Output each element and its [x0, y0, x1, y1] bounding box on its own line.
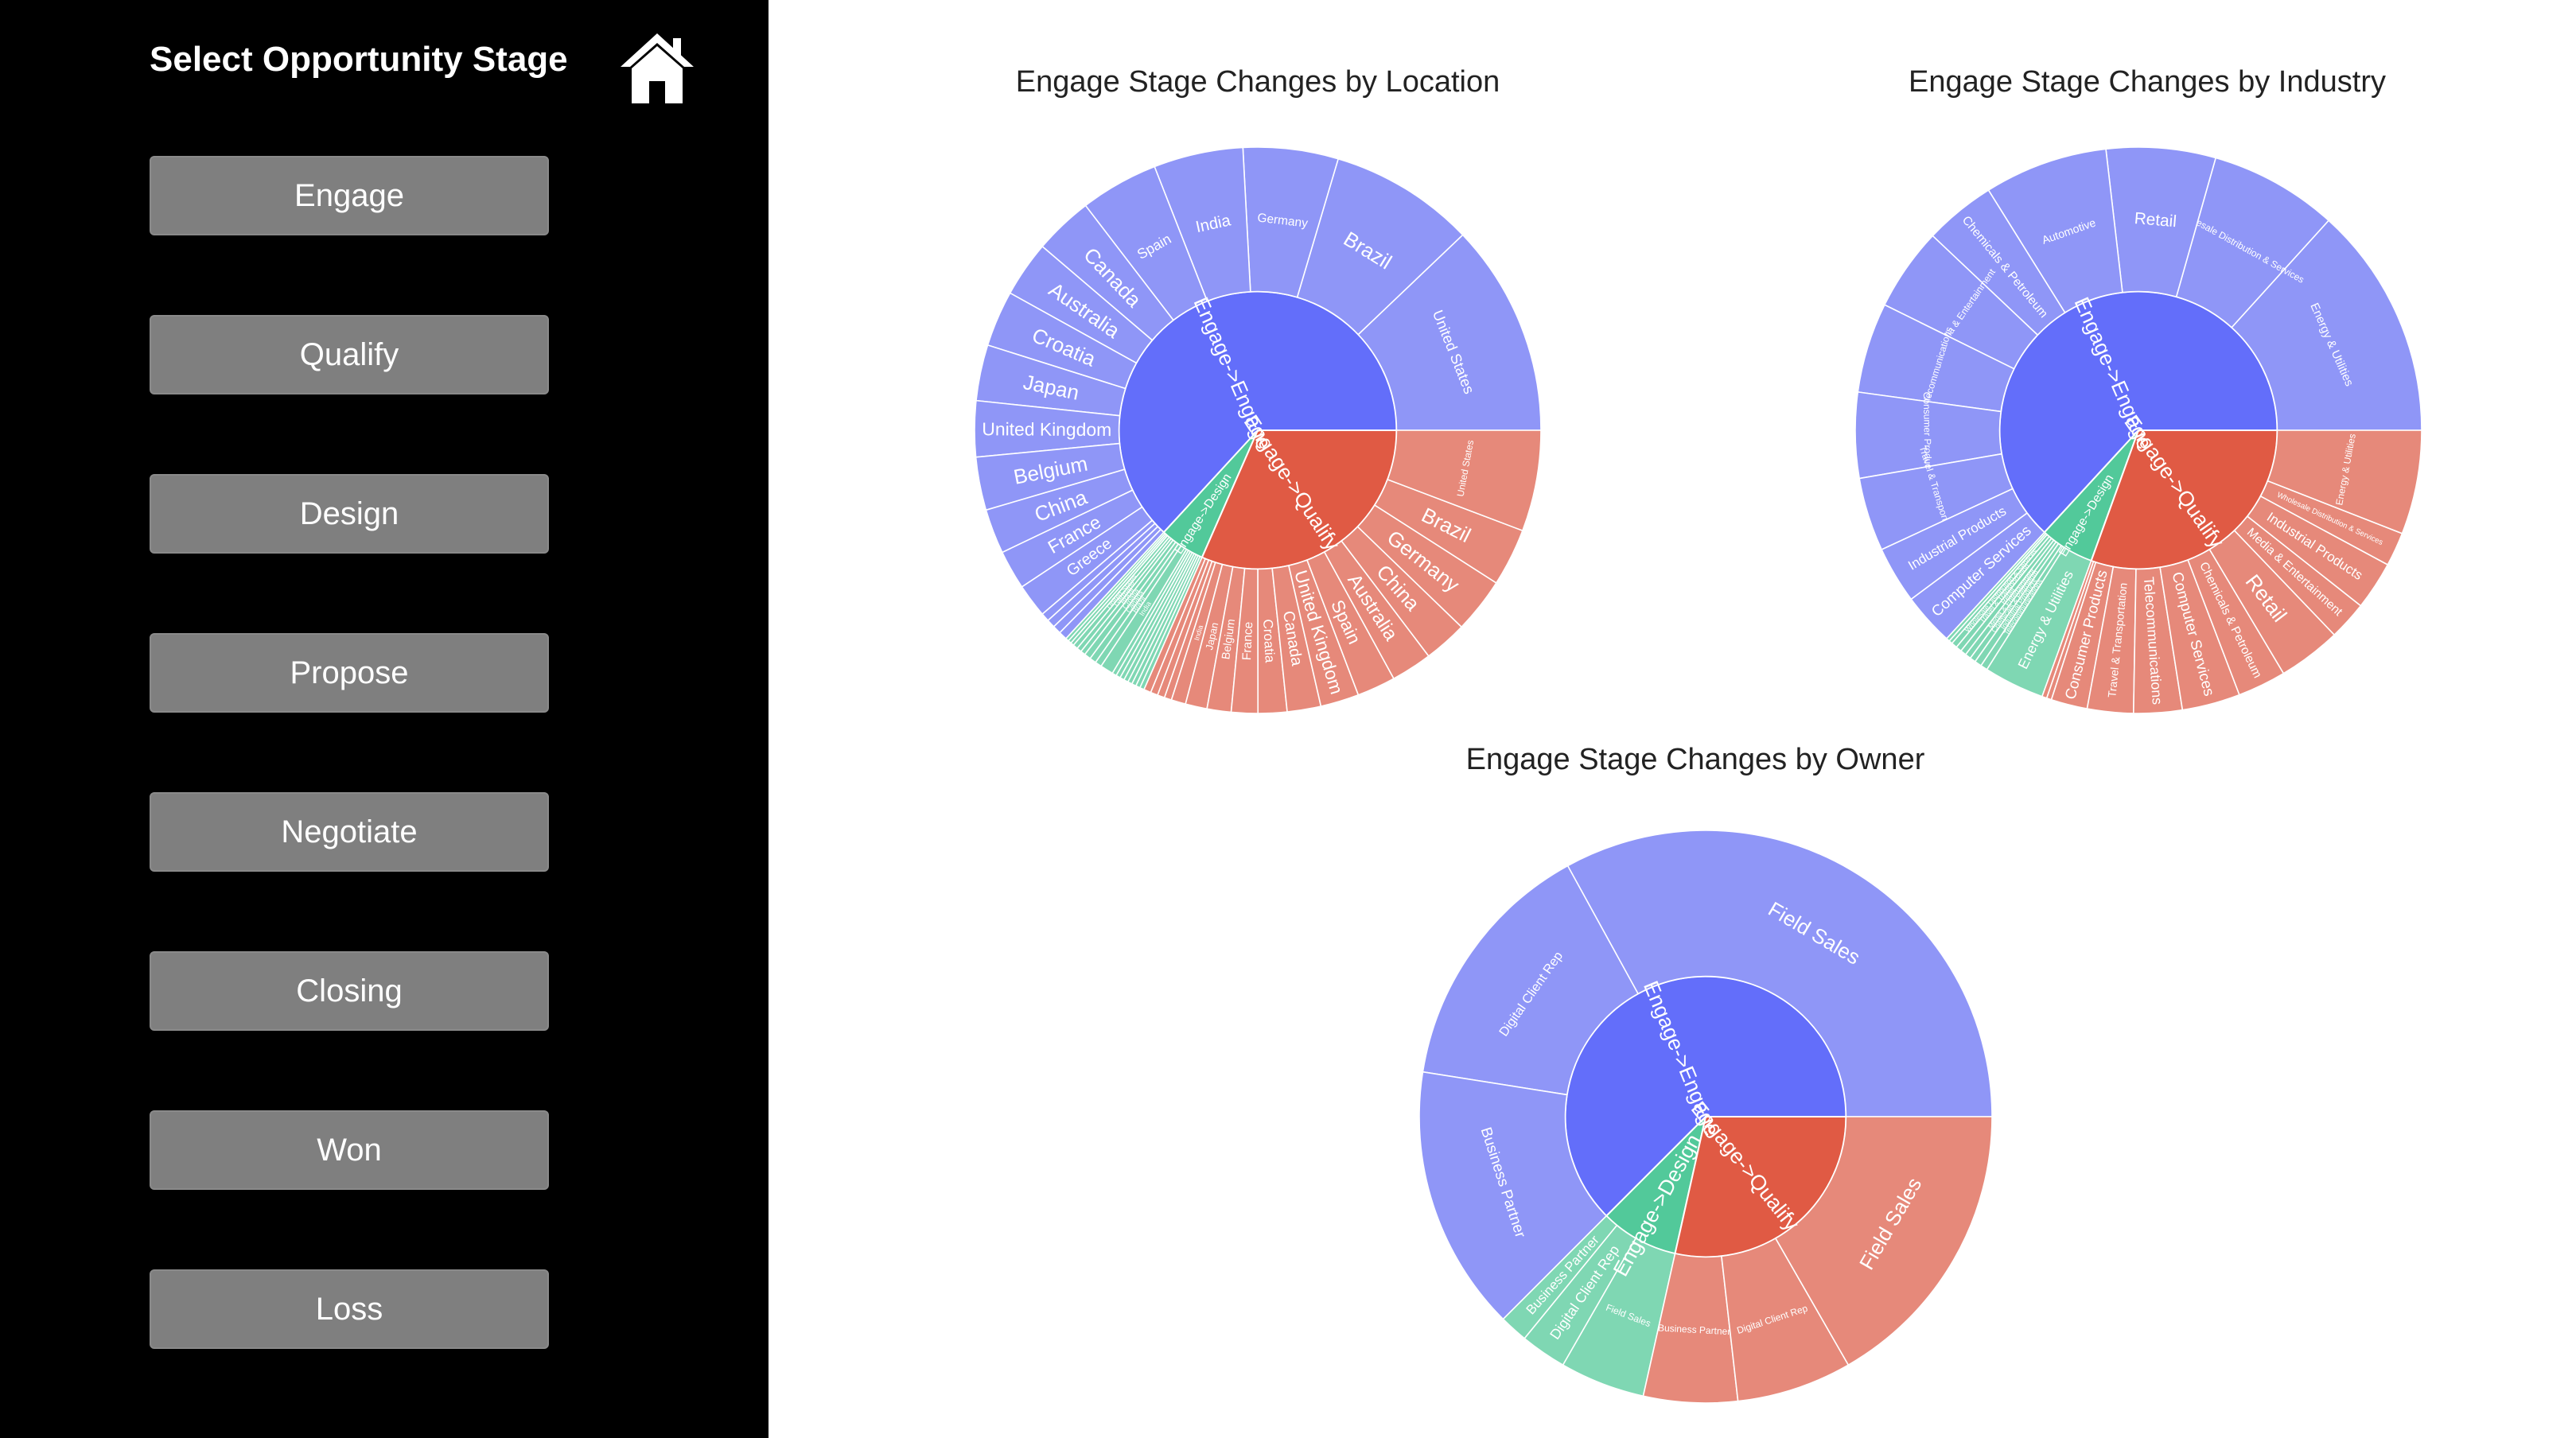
industry-outer-engage-engage-travel-transportation-8[interactable] — [1858, 453, 2014, 551]
location-outer-engage-engage-india-3[interactable] — [1154, 146, 1251, 302]
industry-outer-engage-engage-industrial-products-9[interactable] — [1881, 488, 2029, 600]
location-outer-engage-engage-croatia-7[interactable] — [986, 292, 1138, 390]
industry-label-engage-engage-consumer-products-7: Consumer Products — [1921, 392, 1934, 476]
location-outer-engage-qualify-united-kingdom-10[interactable] — [1287, 559, 1360, 707]
location-outer-engage-qualify-china-13[interactable] — [1341, 526, 1463, 658]
chart-title-industry: Engage Stage Changes by Industry — [1909, 65, 2386, 99]
location-outer-engage-qualify-brazil-15[interactable] — [1373, 478, 1523, 585]
owner-outer-engage-engage-field-sales-0[interactable] — [1566, 830, 1993, 1117]
location-outer-engage-engage-spain-4[interactable] — [1084, 165, 1208, 321]
location-outer-engage-engage-greece-13[interactable] — [1021, 506, 1154, 616]
location-outer-engage-engage-canada-5[interactable] — [1041, 204, 1175, 341]
location-label-engage-qualify-croatia-8: Croatia — [1260, 619, 1278, 663]
location-label-engage-qualify-japan-5: Japan — [1203, 621, 1220, 651]
location-outer-engage-qualify-spain-11[interactable] — [1306, 550, 1395, 696]
location-outer-engage-qualify-germany-14[interactable] — [1356, 503, 1497, 628]
location-outer-engage-engage-united-states-0[interactable] — [1357, 234, 1542, 431]
chart-area: Engage Stage Changes by Location Engage … — [769, 0, 2576, 1438]
home-icon[interactable] — [617, 29, 697, 108]
sidebar-title: Select Opportunity Stage — [150, 40, 568, 79]
owner-outer-engage-engage-digital-client-rep-1[interactable] — [1422, 865, 1640, 1096]
stage-button-closing[interactable]: Closing — [150, 951, 549, 1031]
industry-outer-engage-qualify-computer-services-5[interactable] — [2159, 558, 2240, 711]
owner-outer-engage-design-field-sales-2[interactable] — [1562, 1237, 1676, 1397]
industry-outer-engage-qualify-energy-utilities-11[interactable] — [2267, 429, 2422, 534]
location-label-engage-qualify-belgium-6: Belgium — [1220, 618, 1238, 660]
industry-outer-engage-engage-retail-2[interactable] — [2105, 146, 2217, 298]
industry-outer-engage-qualify-consumer-products-2[interactable] — [2050, 561, 2115, 710]
industry-outer-engage-engage-media-entertainment-5[interactable] — [1883, 235, 2039, 370]
location-outer-engage-engage-germany-2[interactable] — [1242, 146, 1340, 298]
stage-button-loss[interactable]: Loss — [150, 1269, 549, 1349]
sidebar: Select Opportunity Stage Engage Qualify … — [0, 0, 769, 1438]
chart-title-location: Engage Stage Changes by Location — [1015, 65, 1500, 99]
industry-label-engage-engage-retail-2: Retail — [2134, 209, 2177, 231]
chart-title-owner: Engage Stage Changes by Owner — [1465, 743, 1925, 776]
location-label-engage-qualify-france-7: France — [1240, 621, 1255, 660]
location-outer-engage-engage-japan-8[interactable] — [975, 344, 1127, 417]
location-outer-engage-engage-united-kingdom-9[interactable] — [974, 399, 1121, 458]
industry-outer-engage-engage-chemicals-petroleum-4[interactable] — [1932, 188, 2066, 336]
owner-outer-engage-qualify-digital-client-rep-1[interactable] — [1721, 1237, 1850, 1402]
stage-button-engage[interactable]: Engage — [150, 156, 549, 235]
industry-outer-engage-engage-wholesale-distribution-services-1[interactable] — [2175, 157, 2330, 328]
location-outer-engage-qualify-united-states-16[interactable] — [1387, 429, 1542, 532]
location-outer-engage-qualify-croatia-8[interactable] — [1257, 567, 1288, 714]
industry-outer-engage-qualify-retail-7[interactable] — [2208, 529, 2336, 674]
industry-outer-engage-qualify-chemicals-petroleum-6[interactable] — [2187, 548, 2285, 696]
industry-outer-engage-qualify-telecommunications-4[interactable] — [2132, 566, 2184, 714]
location-outer-engage-engage-china-11[interactable] — [985, 468, 1134, 554]
location-outer-engage-engage-belgium-10[interactable] — [975, 442, 1126, 511]
industry-outer-engage-design-energy-utilities-9[interactable] — [1986, 546, 2092, 698]
stage-button-negotiate[interactable]: Negotiate — [150, 792, 549, 872]
stage-button-qualify[interactable]: Qualify — [150, 315, 549, 394]
location-outer-engage-qualify-canada-9[interactable] — [1271, 565, 1322, 713]
owner-outer-engage-design-business-partner-0[interactable] — [1502, 1215, 1618, 1339]
owner-outer-engage-qualify-business-partner-0[interactable] — [1642, 1253, 1739, 1404]
stage-button-propose[interactable]: Propose — [150, 633, 549, 713]
industry-outer-engage-engage-computer-services-10[interactable] — [1910, 511, 2045, 640]
location-outer-engage-qualify-australia-12[interactable] — [1323, 539, 1430, 680]
owner-outer-engage-qualify-field-sales-2[interactable] — [1774, 1116, 1993, 1366]
owner-outer-engage-design-digital-client-rep-1[interactable] — [1523, 1224, 1637, 1366]
industry-outer-engage-engage-telecommunications-6[interactable] — [1857, 304, 2015, 413]
stage-button-design[interactable]: Design — [150, 474, 549, 554]
location-outer-engage-engage-brazil-1[interactable] — [1296, 157, 1464, 336]
industry-outer-engage-qualify-travel-transportation-3[interactable] — [2086, 565, 2137, 714]
stage-button-won[interactable]: Won — [150, 1110, 549, 1190]
sunburst-location[interactable]: United StatesBrazilGermanyIndiaSpainCana… — [974, 146, 1542, 714]
location-outer-engage-engage-france-12[interactable] — [1001, 489, 1143, 589]
location-outer-engage-qualify-japan-5[interactable] — [1185, 563, 1234, 710]
industry-outer-engage-qualify-industrial-products-9[interactable] — [2246, 495, 2389, 607]
industry-outer-engage-qualify-wholesale-distribution-services-10[interactable] — [2259, 480, 2403, 566]
industry-outer-engage-qualify-media-entertainment-8[interactable] — [2233, 515, 2362, 636]
location-outer-engage-engage-australia-6[interactable] — [1009, 245, 1154, 364]
location-outer-engage-qualify-france-7[interactable] — [1230, 567, 1259, 714]
owner-label-engage-qualify-business-partner-0: Business Partner — [1658, 1322, 1731, 1337]
location-label-engage-engage-united-kingdom-9: United Kingdom — [982, 418, 1111, 440]
owner-outer-engage-engage-business-partner-2[interactable] — [1418, 1071, 1608, 1320]
location-outer-engage-qualify-belgium-6[interactable] — [1206, 565, 1246, 713]
industry-outer-engage-engage-consumer-products-7[interactable] — [1854, 391, 2003, 480]
industry-outer-engage-engage-energy-utilities-0[interactable] — [2231, 220, 2422, 431]
industry-outer-engage-engage-automotive-3[interactable] — [1987, 148, 2123, 314]
